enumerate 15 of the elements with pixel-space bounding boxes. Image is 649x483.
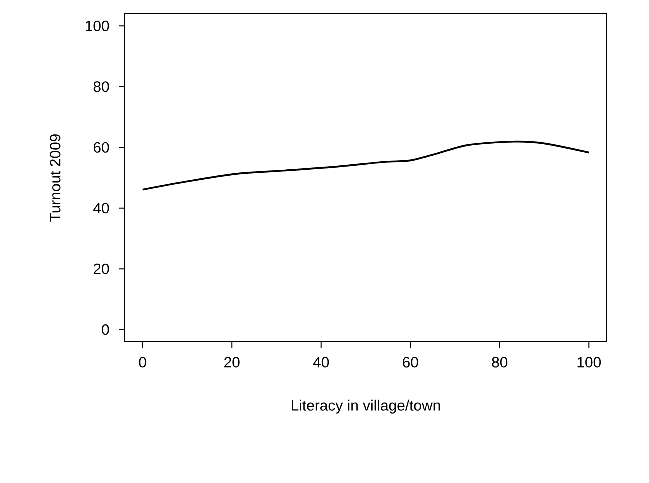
x-tick-label: 40 xyxy=(313,357,330,368)
y-tick-label: 40 xyxy=(94,203,110,214)
x-tick-label: 0 xyxy=(139,357,146,368)
x-tick-label: 60 xyxy=(403,357,418,368)
y-tick-label: 80 xyxy=(94,82,110,92)
x-tick-label: 20 xyxy=(224,357,240,368)
y-tick-label: 100 xyxy=(86,20,110,32)
x-axis-title: Literacy in village/town xyxy=(292,400,440,414)
x-tick-label: 80 xyxy=(492,357,508,368)
y-axis-title: Turnout 2009 xyxy=(50,134,61,222)
x-tick-label: 100 xyxy=(578,357,602,368)
y-tick-label: 60 xyxy=(94,142,110,153)
line-series xyxy=(142,140,590,191)
y-tick-label: 0 xyxy=(102,324,110,336)
y-tick-label: 20 xyxy=(94,264,110,274)
